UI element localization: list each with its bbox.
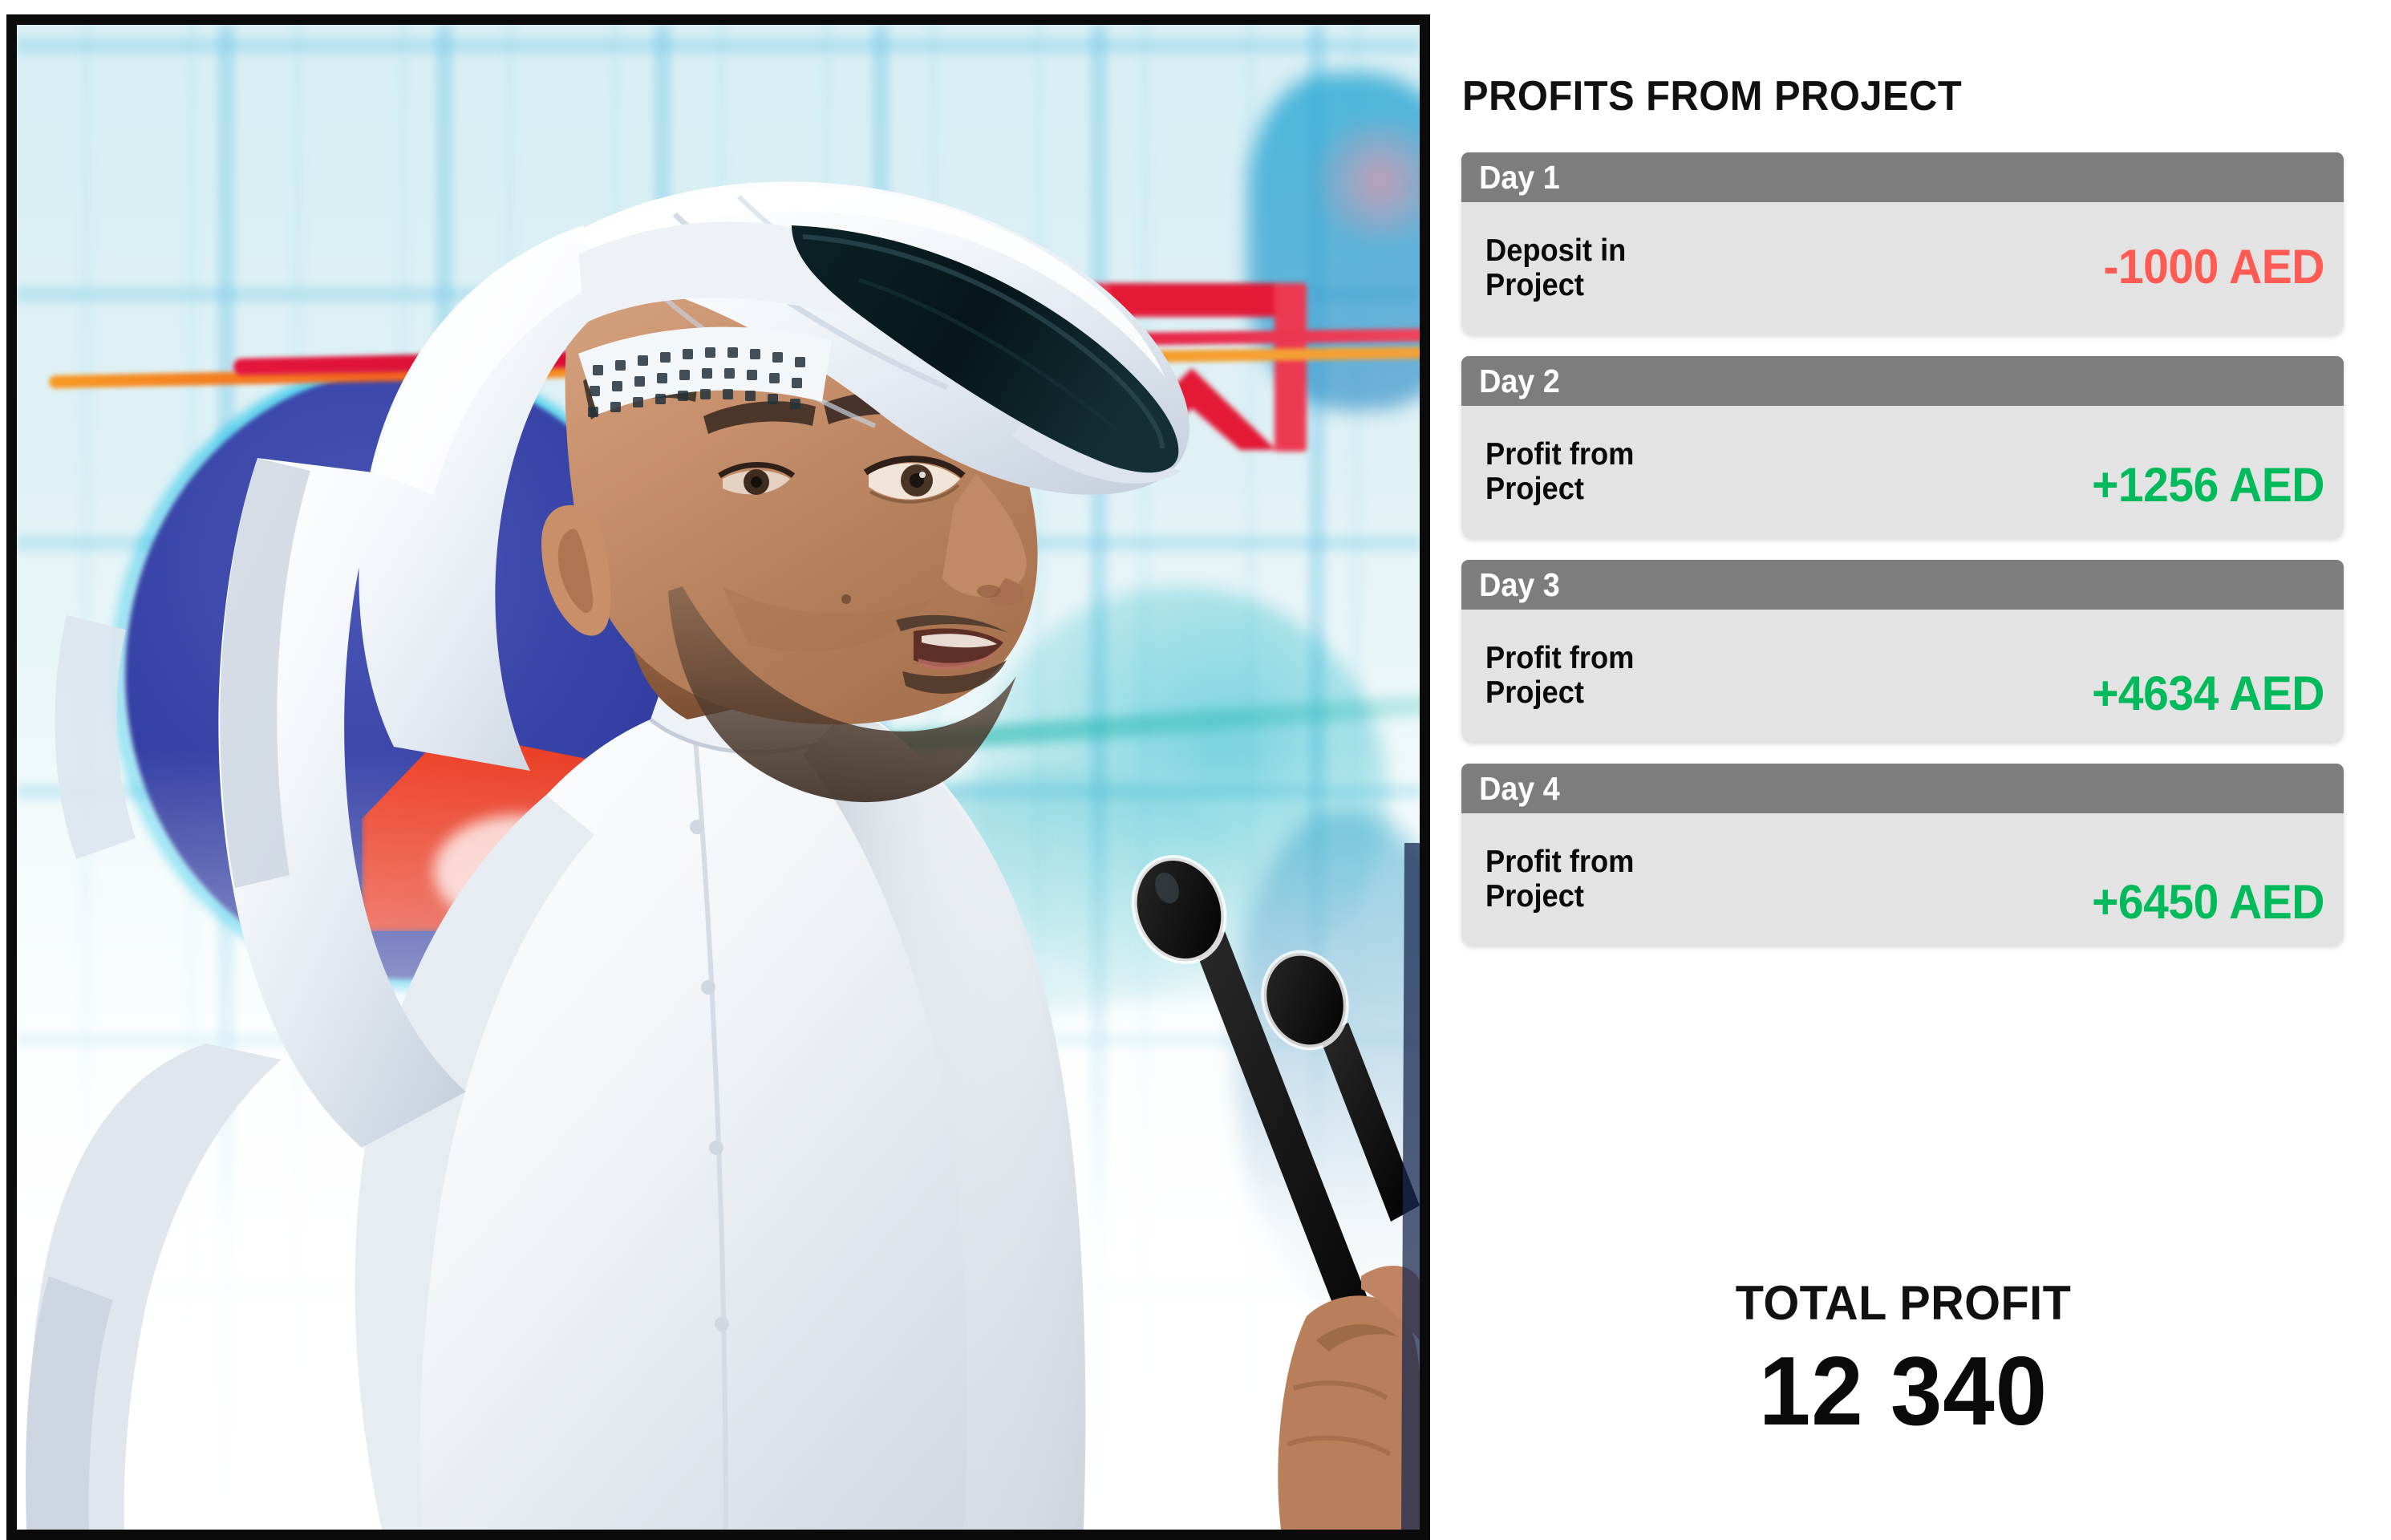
eye-left xyxy=(718,462,796,495)
transaction-label: Deposit in Project xyxy=(1485,233,1627,302)
day-card-header: Day 2 xyxy=(1461,356,2344,406)
transaction-amount: +1256 AED xyxy=(2092,458,2324,512)
speaker-photo xyxy=(17,25,1420,1530)
day-label: Day 4 xyxy=(1479,769,1560,807)
transaction-amount: +6450 AED xyxy=(2092,875,2324,929)
transaction-amount: +4634 AED xyxy=(2092,667,2324,720)
day-cards-list: Day 1 Deposit in Project -1000 AED Day 2… xyxy=(1461,152,2344,967)
right-edge-shadow xyxy=(1401,843,1420,1530)
agal-cord xyxy=(792,225,1179,473)
transaction-label: Profit from Project xyxy=(1485,641,1635,710)
day-card-header: Day 4 xyxy=(1461,764,2344,813)
ghutra-headscarf xyxy=(359,181,1189,771)
day-label: Day 1 xyxy=(1479,158,1560,196)
microphone-back xyxy=(1261,950,1420,1222)
day-card-body: Profit from Project +1256 AED xyxy=(1461,406,2344,538)
total-profit-value: 12 340 xyxy=(1758,1336,2049,1445)
total-profit-block: TOTAL PROFIT 12 340 xyxy=(1462,1275,2344,1440)
ear xyxy=(541,505,611,636)
day-card-body: Profit from Project +6450 AED xyxy=(1461,813,2344,946)
ghutra-shoulder-drape xyxy=(55,458,466,1148)
transaction-label: Profit from Project xyxy=(1485,845,1635,914)
day-label: Day 2 xyxy=(1479,362,1560,399)
eye-right xyxy=(863,456,966,504)
day-card-header: Day 3 xyxy=(1461,560,2344,610)
day-card: Day 4 Profit from Project +6450 AED xyxy=(1461,764,2344,946)
day-label: Day 3 xyxy=(1479,565,1560,603)
day-card: Day 1 Deposit in Project -1000 AED xyxy=(1461,152,2344,334)
day-card-body: Deposit in Project -1000 AED xyxy=(1461,202,2344,334)
transaction-amount: -1000 AED xyxy=(2103,240,2324,294)
page-title: PROFITS FROM PROJECT xyxy=(1462,73,1963,120)
day-card: Day 3 Profit from Project +4634 AED xyxy=(1461,560,2344,742)
transaction-label: Profit from Project xyxy=(1485,437,1635,506)
speaker-photo-frame xyxy=(6,14,1430,1540)
total-profit-label: TOTAL PROFIT xyxy=(1735,1276,2072,1330)
microphone-front xyxy=(1131,855,1400,1398)
profits-panel: PROFITS FROM PROJECT Day 1 Deposit in Pr… xyxy=(1461,0,2361,1540)
pink-blob xyxy=(1300,121,1420,241)
hand xyxy=(1278,1266,1420,1530)
kandura-robe xyxy=(26,683,1086,1530)
day-card-header: Day 1 xyxy=(1461,152,2344,202)
day-card-body: Profit from Project +4634 AED xyxy=(1461,610,2344,742)
speaker-figure xyxy=(26,181,1420,1530)
day-card: Day 2 Profit from Project +1256 AED xyxy=(1461,356,2344,538)
gahfiya-mesh-band xyxy=(578,326,832,417)
